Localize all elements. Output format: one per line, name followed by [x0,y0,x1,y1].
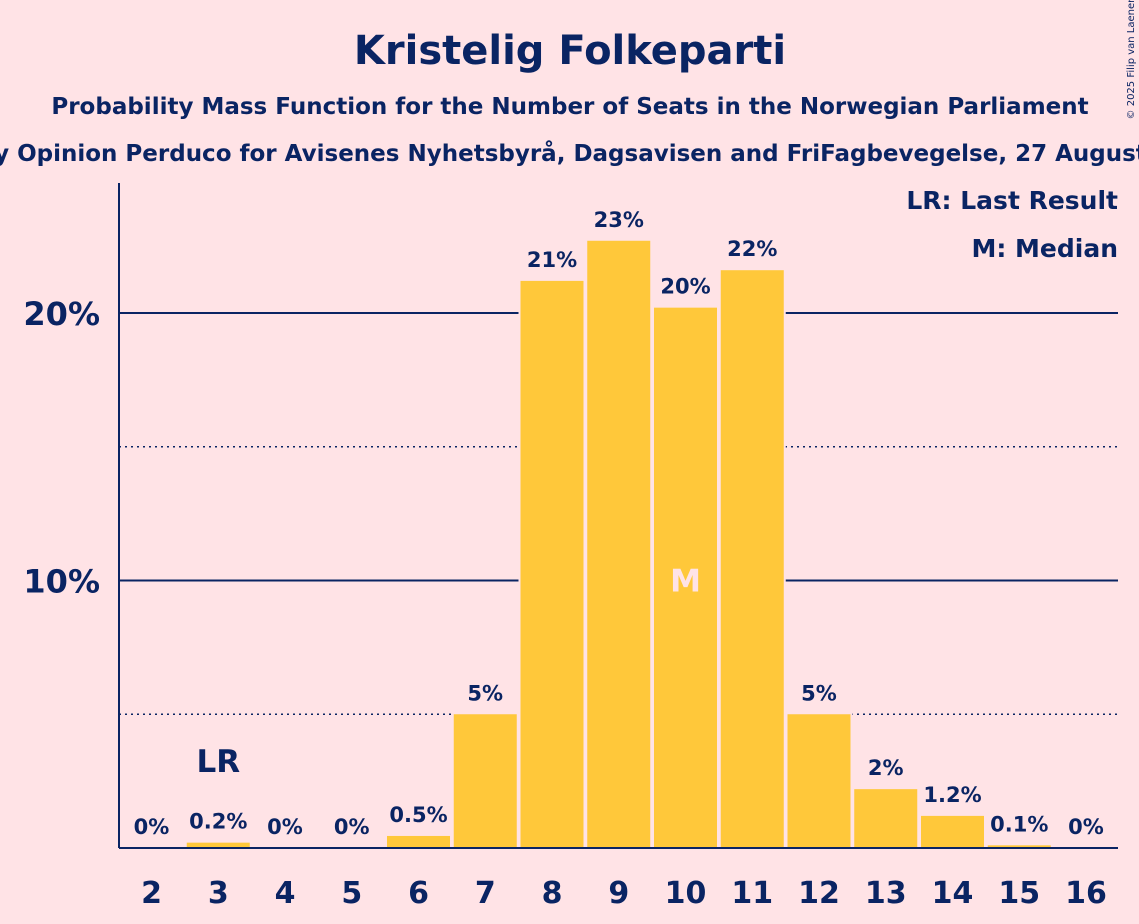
x-tick-label: 15 [998,876,1040,911]
bar [587,240,651,848]
bar [921,815,984,848]
bar [520,280,584,848]
x-tick-label: 7 [475,876,496,911]
chart-subtitle: Probability Mass Function for the Number… [51,94,1088,120]
bar-value-label: 20% [660,275,710,299]
bar [387,835,450,848]
bar-value-label: 5% [801,681,837,705]
x-tick-label: 6 [408,876,429,911]
legend-last-result: LR: Last Result [906,186,1118,215]
x-tick-label: 8 [542,876,563,911]
bar-value-label: 0% [334,815,370,839]
chart-subtitle-poll: Poll by Opinion Perduco for Avisenes Nyh… [0,140,1139,167]
bar [987,845,1051,848]
bar-value-label: 0.1% [990,812,1048,836]
bar-value-label: 21% [527,248,577,272]
bar [720,270,784,848]
bar-value-label: 0% [1068,815,1104,839]
bar [186,842,250,848]
x-tick-label: 4 [275,876,296,911]
bar-value-label: 0.2% [189,810,247,834]
last-result-marker: LR [196,744,240,780]
x-tick-label: 10 [665,876,707,911]
median-marker: M [670,564,701,600]
bar-value-label: 1.2% [923,783,981,807]
x-tick-label: 9 [608,876,629,911]
y-tick-label: 20% [23,295,100,333]
x-tick-label: 13 [865,876,907,911]
bars [184,238,1053,848]
x-tick-label: 5 [341,876,362,911]
bar-value-label: 2% [868,756,904,780]
legend-median: M: Median [971,234,1118,263]
axes: 10% 20% 2 3 4 5 6 7 8 9 10 11 12 13 14 15 16 [23,183,1118,911]
x-tick-label: 2 [141,876,162,911]
bar-value-label: 0.5% [389,803,447,827]
bar [854,789,918,848]
x-tick-label: 11 [731,876,773,911]
bar-value-label: 22% [727,237,777,261]
bar [654,307,717,848]
bar-value-label: 0% [267,815,303,839]
data-labels: 0% 0.2% LR 0% 0% 0.5% 5% 21% 23% 20% M 22% 5% 2% 1.2% 0… [134,208,1104,839]
bar [787,714,851,848]
y-tick-label: 10% [23,563,100,601]
bar-value-label: 5% [467,681,503,705]
x-tick-label: 3 [208,876,229,911]
x-tick-label: 16 [1065,876,1107,911]
copyright-notice: © 2025 Filip van Laenen [1126,0,1137,119]
bar-value-label: 0% [134,815,170,839]
bar-value-label: 23% [594,208,644,232]
x-tick-label: 12 [798,876,840,911]
bar [453,714,517,848]
chart-title: Kristelig Folkeparti [354,28,786,74]
x-tick-label: 14 [932,876,974,911]
